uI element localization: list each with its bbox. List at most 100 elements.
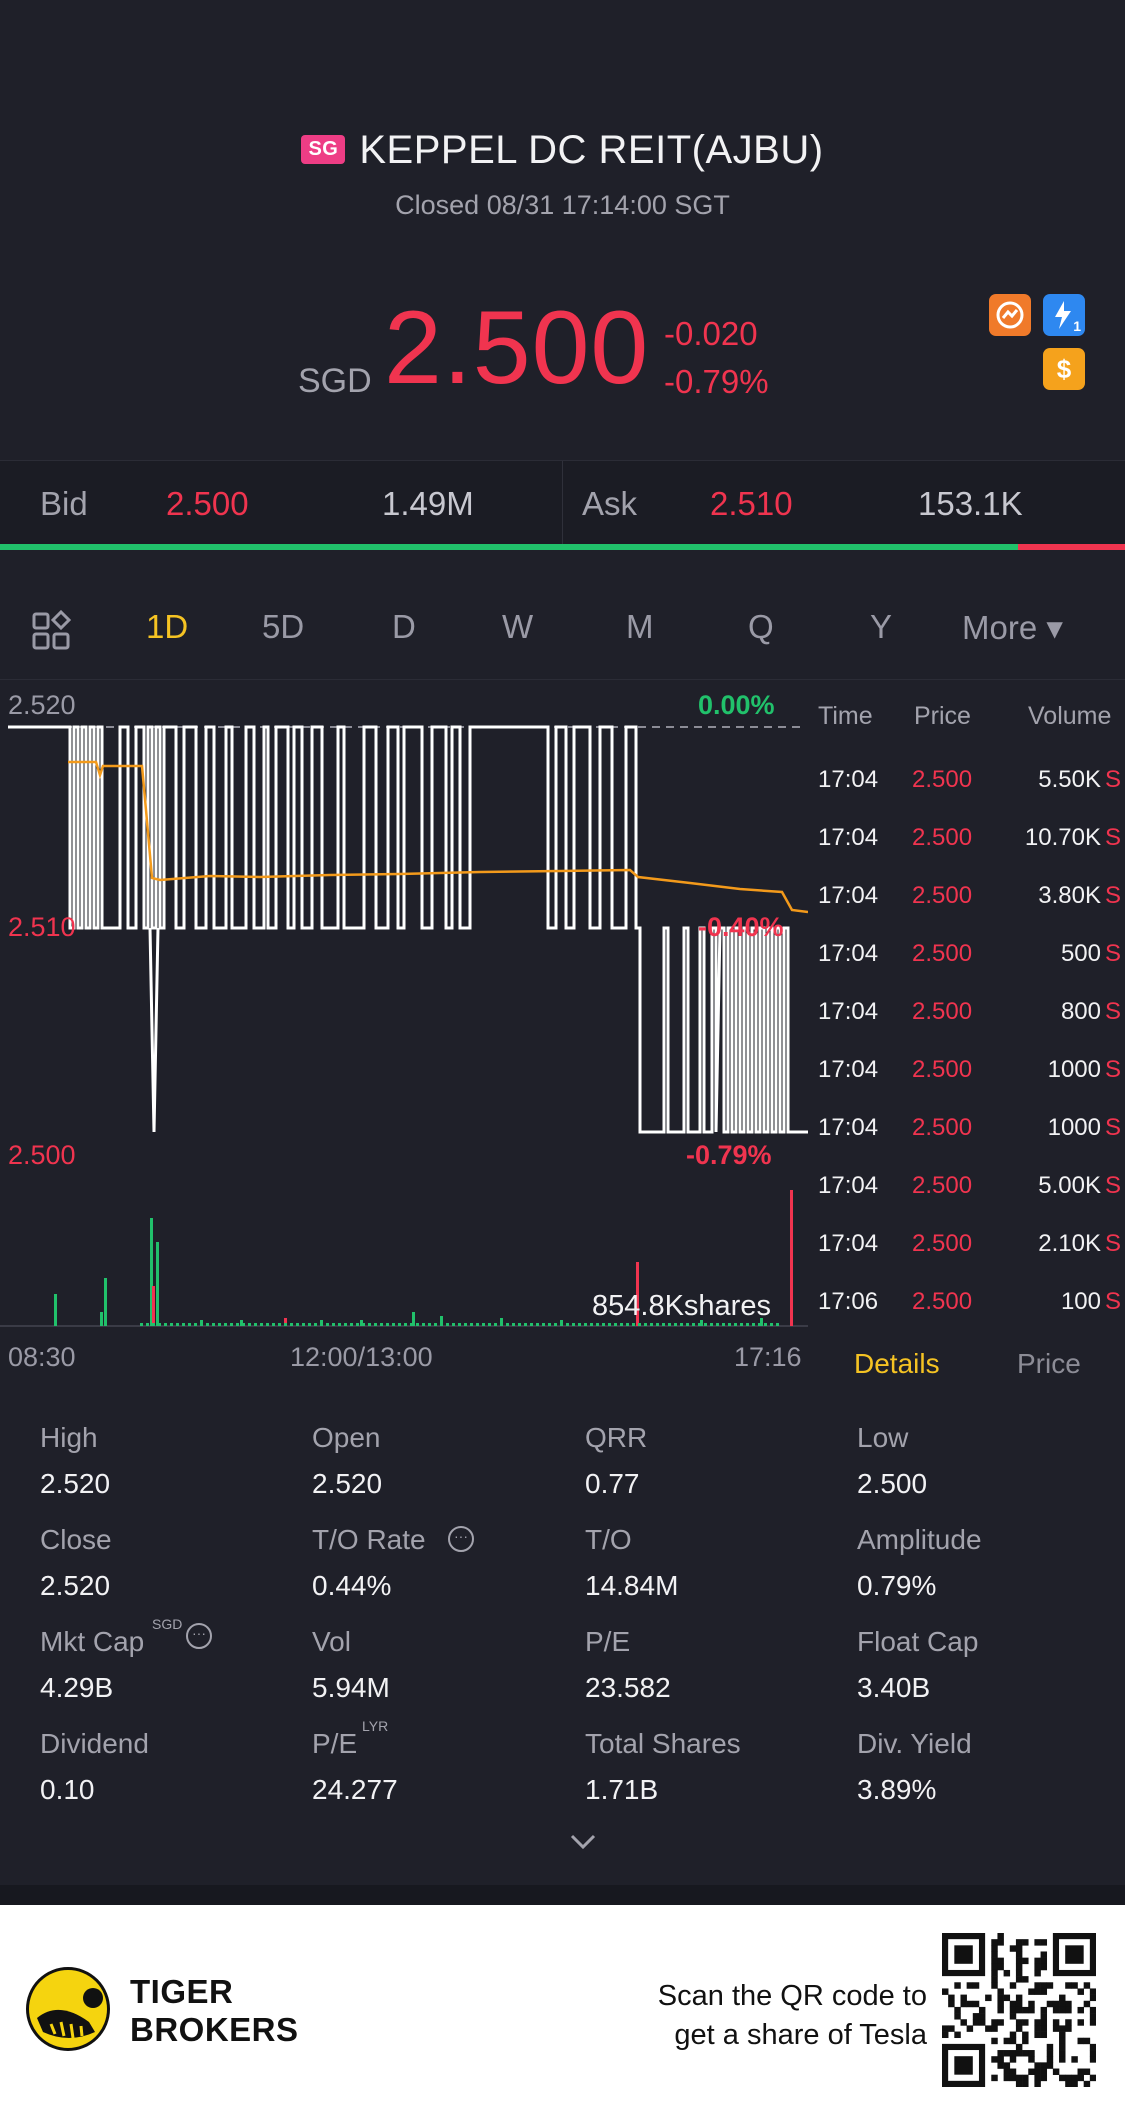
ts-volume: 5.50K: [1038, 766, 1101, 793]
qr-module: [1077, 2068, 1084, 2075]
volume-bar: [386, 1323, 389, 1326]
tab-price-ladder[interactable]: Price: [1017, 1348, 1081, 1379]
volume-bar: [254, 1323, 257, 1326]
stat-label-total-shares-14: Total Shares: [585, 1728, 741, 1759]
qr-module: [954, 2006, 961, 2014]
qr-module: [1052, 2025, 1060, 2032]
qr-module: [1003, 1994, 1011, 2002]
volume-bar: [700, 1320, 703, 1326]
volume-bar: [608, 1323, 611, 1326]
volume-bar: [344, 1323, 347, 1326]
volume-bar: [320, 1323, 323, 1326]
volume-bar: [440, 1323, 443, 1326]
volume-bar: [156, 1242, 159, 1326]
intraday-chart[interactable]: [0, 690, 808, 1350]
volume-bar: [434, 1323, 437, 1326]
qr-module: [1077, 1988, 1084, 1995]
qr-module: [1022, 1976, 1029, 1983]
ts-side: S: [1104, 1172, 1121, 1199]
ts-volume: 100: [1060, 1288, 1101, 1315]
qr-module: [1040, 2013, 1048, 2020]
stat-label-high-0: High: [40, 1422, 98, 1453]
tab-month[interactable]: M: [626, 608, 654, 645]
price-alert-icon[interactable]: [989, 294, 1031, 336]
qr-module: [1009, 2013, 1017, 2020]
tab-quarter[interactable]: Q: [748, 608, 774, 645]
qr-module: [1046, 2050, 1054, 2057]
volume-bar: [152, 1286, 155, 1326]
volume-bar: [350, 1323, 353, 1326]
qr-module: [972, 2019, 980, 2026]
ts-time: 17:04: [818, 1114, 879, 1141]
tab-day[interactable]: D: [392, 608, 416, 645]
volume-bar: [428, 1323, 431, 1326]
qr-module: [1009, 2037, 1017, 2045]
volume-bar: [620, 1323, 623, 1326]
qr-module: [1022, 2019, 1029, 2026]
volume-bar: [464, 1323, 467, 1326]
ts-price: 2.500: [912, 940, 973, 967]
volume-bar: [308, 1323, 311, 1326]
qr-module: [1052, 2068, 1060, 2075]
volume-bar: [458, 1323, 461, 1326]
ts-row: 17:06 2.500 100 S: [808, 1288, 1125, 1346]
tab-more[interactable]: More ▾: [962, 609, 1063, 646]
qr-module: [1028, 2068, 1035, 2075]
qr-module: [1083, 2000, 1091, 2008]
qr-module: [1034, 1963, 1041, 1971]
qr-finder: [954, 2056, 973, 2075]
qr-module: [1059, 2000, 1066, 2008]
qr-module: [1059, 2025, 1066, 2032]
ts-header-time: Time: [818, 702, 873, 730]
volume-bar: [632, 1323, 635, 1326]
ts-volume: 2.10K: [1038, 1230, 1101, 1257]
tab-details[interactable]: Details: [854, 1348, 940, 1379]
dollar-icon[interactable]: $: [1043, 348, 1085, 390]
stat-value-p-e-10: 23.582: [585, 1672, 671, 1703]
qr-module: [1089, 2013, 1096, 2020]
volume-bar: [284, 1323, 287, 1326]
qr-module: [997, 2000, 1004, 2008]
ts-side: S: [1104, 1056, 1121, 1083]
volume-bar: [260, 1323, 263, 1326]
ts-time: 17:04: [818, 1172, 879, 1199]
tab-1d[interactable]: 1D: [146, 608, 189, 645]
stat-label-amplitude-7: Amplitude: [857, 1524, 982, 1555]
stat-value-p-e-13: 24.277: [312, 1774, 398, 1805]
volume-bar: [164, 1323, 167, 1326]
mkt-cap-info-icon[interactable]: ···: [186, 1623, 212, 1649]
volume-bar: [524, 1323, 527, 1326]
to-rate-info-icon[interactable]: ···: [448, 1526, 474, 1552]
flash-icon[interactable]: 1: [1043, 294, 1085, 336]
volume-bar: [560, 1323, 563, 1326]
tab-week[interactable]: W: [502, 608, 534, 645]
qr-module: [1071, 1982, 1078, 1989]
ts-price: 2.500: [912, 1172, 973, 1199]
price-line: [8, 725, 808, 1134]
ts-row: 17:04 2.500 1000 S: [808, 1114, 1125, 1172]
tab-5d[interactable]: 5D: [262, 608, 305, 645]
qr-code-icon[interactable]: [942, 1933, 1096, 2087]
qr-module: [1040, 1957, 1048, 1965]
volume-bar: [614, 1323, 617, 1326]
tab-year[interactable]: Y: [870, 608, 893, 645]
expand-chevron-icon[interactable]: [568, 1832, 598, 1852]
qr-module: [1046, 1982, 1054, 1989]
y-label-low: 2.500: [8, 1140, 76, 1170]
ts-header-price: Price: [914, 702, 971, 730]
stat-value-qrr-2: 0.77: [585, 1468, 640, 1499]
volume-bar: [476, 1323, 479, 1326]
qr-module: [1009, 2074, 1017, 2082]
qr-module: [1034, 1988, 1041, 1995]
stat-label-dividend-12: Dividend: [40, 1728, 149, 1759]
volume-bar: [314, 1323, 317, 1326]
ts-time: 17:04: [818, 998, 879, 1025]
qr-module: [1040, 2025, 1048, 2032]
qr-module: [1034, 2025, 1041, 2032]
volume-bar: [302, 1323, 305, 1326]
volume-bar: [332, 1323, 335, 1326]
volume-bar: [296, 1323, 299, 1326]
ask-size: 153.1K: [918, 485, 1023, 522]
layout-grid-icon[interactable]: [32, 609, 72, 650]
volume-bar: [590, 1323, 593, 1326]
